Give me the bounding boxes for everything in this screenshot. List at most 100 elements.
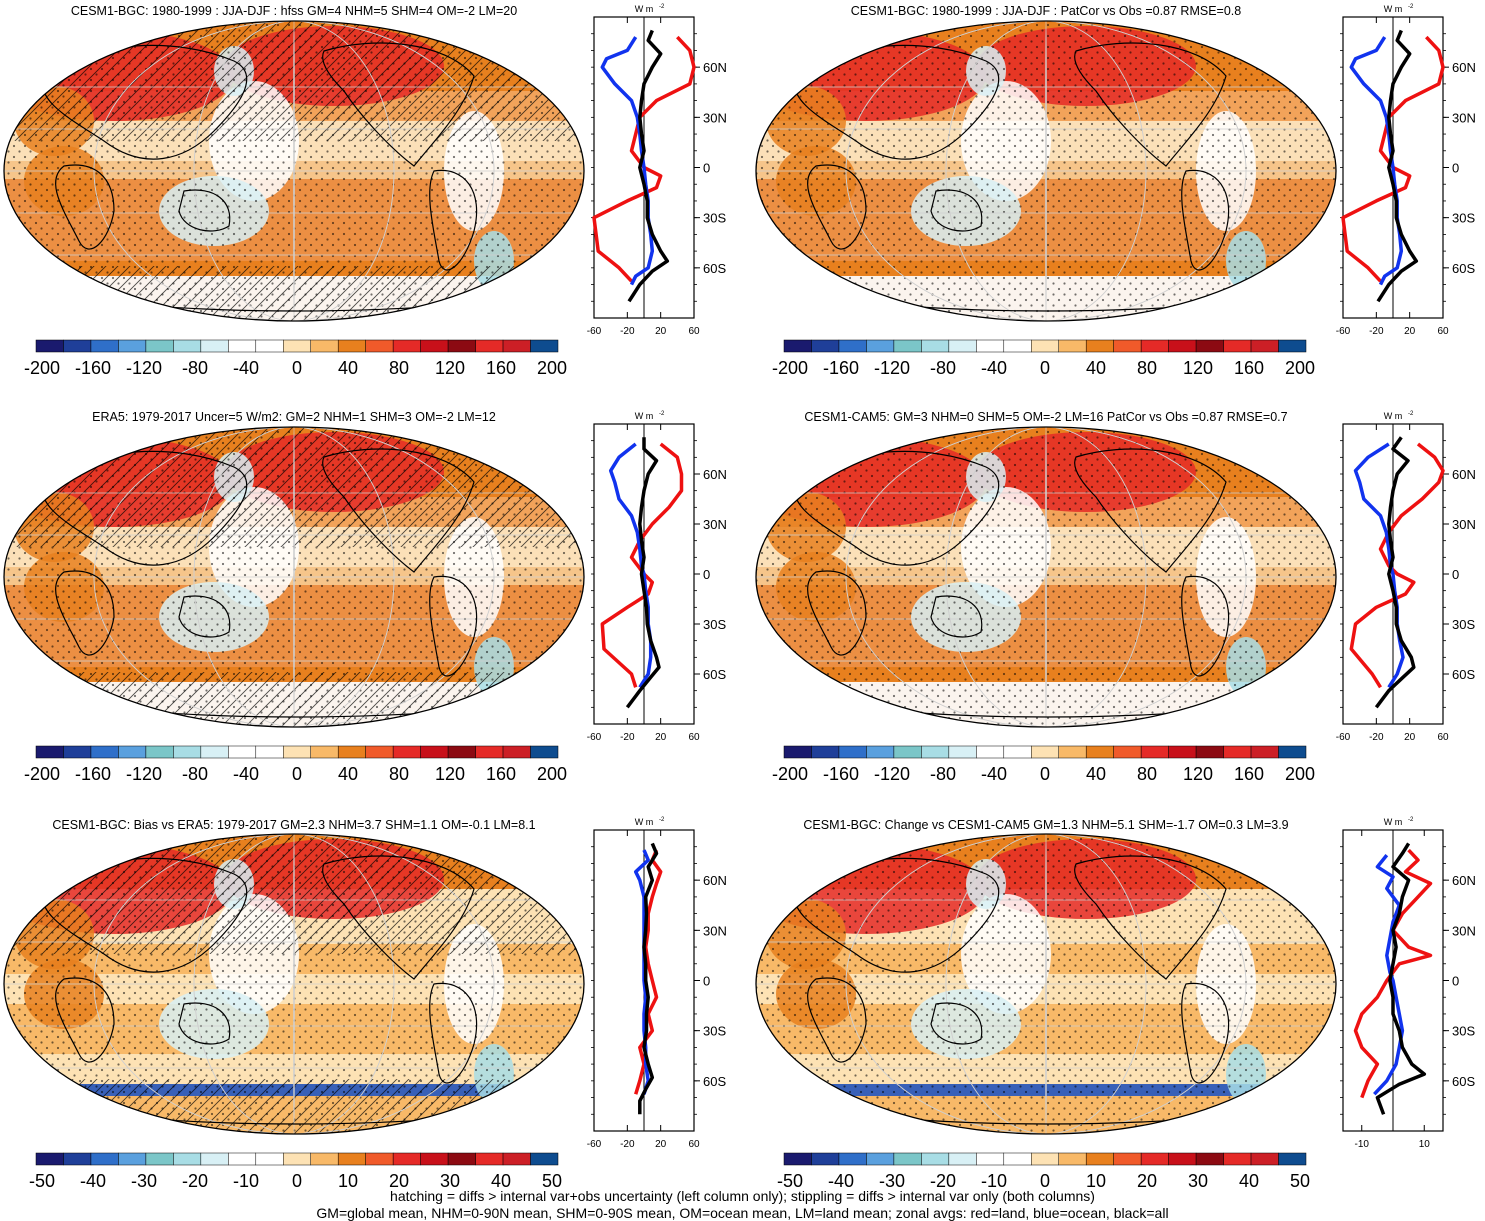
zonal-all-line	[1375, 842, 1427, 1115]
colorbar-tick-label: -200	[24, 358, 60, 378]
colorbar-swatch	[283, 339, 311, 353]
colorbar-tick-label: 80	[1137, 764, 1157, 784]
colorbar-swatch	[475, 1152, 504, 1166]
map-coastline	[178, 595, 231, 638]
map-graticule-meridian	[293, 834, 295, 1134]
map-coastline	[41, 857, 248, 973]
colorbar-tick-label: 30	[1188, 1171, 1208, 1191]
colorbar-swatch	[1223, 339, 1252, 353]
zonal-land-line	[600, 442, 684, 688]
colorbar-swatch	[1031, 1152, 1059, 1166]
colorbar-swatch	[447, 1152, 476, 1166]
zonal-land-line	[1353, 848, 1433, 1099]
colorbar: -200 -160 -120 -80 -40 0 40 80 120 160 200	[24, 339, 567, 378]
zonal-x-tick-label: -20	[620, 326, 635, 337]
zonal-all-line	[1374, 436, 1416, 709]
colorbar-swatch	[283, 1152, 311, 1166]
map-field	[4, 427, 584, 727]
map-coastline	[793, 857, 1000, 973]
zonal-x-tick-label: -60	[587, 1139, 602, 1150]
map-coastline	[1074, 448, 1227, 573]
map-graticule-meridian	[93, 427, 495, 727]
map-graticule-meridian	[1045, 21, 1047, 321]
colorbar-tick-label: 120	[1183, 764, 1213, 784]
map-border	[755, 426, 1337, 728]
colorbar-swatch	[866, 745, 895, 759]
zonal-mean-plot: W m -2 60N 30N 0 30S 60S -60 -20 20 60	[587, 411, 727, 743]
zonal-x-tick-label: 20	[655, 732, 667, 743]
colorbar-swatch	[228, 1152, 257, 1166]
colorbar-swatch	[502, 745, 531, 759]
colorbar-swatch	[811, 745, 840, 759]
colorbar-tick-label: -160	[823, 764, 859, 784]
colorbar-swatch	[976, 745, 1005, 759]
zonal-lat-label: 30S	[703, 211, 726, 226]
map-border	[3, 833, 585, 1135]
colorbar-tick-label: -40	[233, 358, 259, 378]
colorbar-swatch	[145, 339, 174, 353]
map-graticule-meridian	[845, 834, 1247, 1134]
colorbar-swatch	[893, 339, 922, 353]
zonal-mean-plot: W m -2 60N 30N 0 30S 60S -60 -20 20 60	[587, 4, 727, 337]
colorbar-swatch	[1278, 339, 1307, 353]
colorbar-tick-label: 120	[1183, 358, 1213, 378]
panel-5: CESM1-BGC: Bias vs ERA5: 1979-2017 GM=2.…	[3, 817, 727, 1191]
zonal-unit-label: W m	[635, 4, 654, 14]
zonal-lat-label: 30S	[1452, 1024, 1475, 1039]
colorbar-tick-label: 160	[486, 358, 516, 378]
map-field	[756, 427, 1336, 727]
colorbar-swatch	[447, 339, 476, 353]
colorbar-swatch	[893, 1152, 922, 1166]
colorbar-swatch	[1195, 1152, 1224, 1166]
colorbar-swatch	[365, 1152, 394, 1166]
colorbar-swatch	[1223, 1152, 1252, 1166]
colorbar-swatch	[90, 745, 119, 759]
colorbar-swatch	[392, 745, 421, 759]
colorbar-swatch	[447, 745, 476, 759]
colorbar-swatch	[530, 339, 559, 353]
colorbar-swatch	[420, 745, 449, 759]
zonal-unit-label: W m	[1384, 411, 1403, 421]
panel-title: ERA5: 1979-2017 Uncer=5 W/m2: GM=2 NHM=1…	[92, 410, 496, 424]
map-coastline	[1181, 982, 1230, 1084]
panel-6: CESM1-BGC: Change vs CESM1-CAM5 GM=1.3 N…	[755, 817, 1476, 1191]
zonal-lat-label: 30S	[1452, 617, 1475, 632]
colorbar-swatch	[1113, 745, 1142, 759]
map-field	[4, 834, 584, 1134]
panel-3: ERA5: 1979-2017 Uncer=5 W/m2: GM=2 NHM=1…	[3, 410, 727, 784]
colorbar-swatch	[502, 339, 531, 353]
colorbar-swatch	[392, 1152, 421, 1166]
colorbar-tick-label: 0	[292, 1171, 302, 1191]
zonal-x-tick-label: 60	[688, 1139, 700, 1150]
map-graticule-meridian	[93, 21, 495, 321]
zonal-lat-label: 30S	[1452, 211, 1475, 226]
map-graticule-meridian	[845, 21, 1247, 321]
colorbar-tick-label: 40	[1239, 1171, 1259, 1191]
map-graticule-meridian	[945, 834, 1147, 1134]
zonal-x-tick-label: -60	[587, 732, 602, 743]
colorbar-tick-label: 10	[338, 1171, 358, 1191]
colorbar-swatch	[1140, 1152, 1169, 1166]
zonal-lat-label: 0	[1452, 974, 1459, 989]
map-hatching	[4, 427, 584, 547]
colorbar-swatch	[1168, 745, 1197, 759]
zonal-all-line	[625, 437, 661, 709]
colorbar-swatch	[921, 1152, 950, 1166]
footer-note-hatching: hatching = diffs > internal var+obs unce…	[390, 1188, 1095, 1204]
map-border	[755, 833, 1337, 1135]
zonal-lat-label: 30N	[1452, 923, 1476, 938]
zonal-all-line	[1376, 29, 1419, 303]
map-graticule-meridian	[193, 21, 395, 321]
colorbar-tick-label: 160	[1234, 764, 1264, 784]
colorbar-tick-label: -160	[823, 358, 859, 378]
map-coastline	[54, 164, 115, 250]
colorbar-tick-label: 0	[1040, 358, 1050, 378]
colorbar-swatch	[866, 1152, 895, 1166]
colorbar-tick-label: -120	[874, 358, 910, 378]
colorbar-tick-label: 80	[1137, 358, 1157, 378]
map-coastline	[1074, 42, 1227, 167]
zonal-mean-plot: W m -2 60N 30N 0 30S 60S -60 -20 20 60	[1336, 4, 1476, 337]
colorbar-swatch	[530, 1152, 559, 1166]
colorbar-swatch	[283, 745, 311, 759]
map-hatching	[4, 266, 584, 321]
